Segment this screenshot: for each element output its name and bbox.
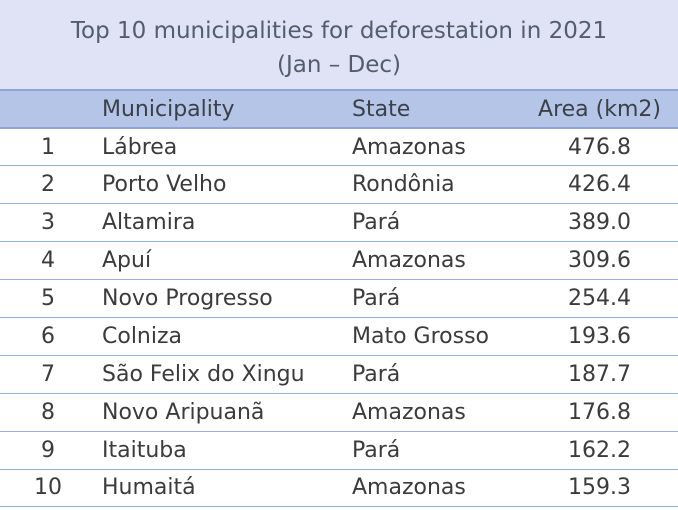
table-row: 3 Altamira Pará 389.0 — [0, 203, 678, 243]
area-cell: 309.6 — [521, 241, 678, 281]
table-row: 9 Itaituba Pará 162.2 — [0, 431, 678, 470]
rank-cell: 4 — [0, 241, 96, 281]
state-cell: Mato Grosso — [346, 317, 521, 356]
municipality-cell: Novo Aripuanã — [96, 393, 346, 432]
header-rank — [0, 89, 96, 129]
rank-cell: 10 — [0, 469, 96, 508]
area-cell: 476.8 — [521, 128, 678, 167]
rank-cell: 8 — [0, 393, 96, 432]
header-municipality: Municipality — [96, 89, 346, 129]
state-cell: Amazonas — [346, 128, 521, 167]
rank-cell: 1 — [0, 128, 96, 167]
area-cell: 162.2 — [521, 431, 678, 470]
state-cell: Pará — [346, 431, 521, 470]
municipality-cell: Humaitá — [96, 469, 346, 508]
state-cell: Amazonas — [346, 393, 521, 432]
rank-cell: 5 — [0, 279, 96, 318]
header-state: State — [346, 89, 521, 129]
state-cell: Rondônia — [346, 165, 521, 205]
state-cell: Amazonas — [346, 241, 521, 281]
table-title: Top 10 municipalities for deforestation … — [0, 0, 678, 89]
rank-cell: 2 — [0, 165, 96, 205]
area-cell: 426.4 — [521, 165, 678, 205]
state-cell: Pará — [346, 203, 521, 243]
table-row: 10 Humaitá Amazonas 159.3 — [0, 469, 678, 508]
municipality-cell: Altamira — [96, 203, 346, 243]
rank-cell: 7 — [0, 355, 96, 394]
municipality-cell: Porto Velho — [96, 165, 346, 205]
municipality-table: Municipality State Area (km2) 1 Lábrea Ama… — [0, 89, 678, 508]
table-row: 5 Novo Progresso Pará 254.4 — [0, 279, 678, 318]
table-row: 1 Lábrea Amazonas 476.8 — [0, 128, 678, 167]
municipality-cell: Colniza — [96, 317, 346, 356]
state-cell: Pará — [346, 355, 521, 394]
title-line-1: Top 10 municipalities for deforestation … — [70, 18, 608, 44]
rank-cell: 6 — [0, 317, 96, 356]
rank-cell: 9 — [0, 431, 96, 470]
header-row: Municipality State Area (km2) — [0, 89, 678, 129]
table-row: 8 Novo Aripuanã Amazonas 176.8 — [0, 393, 678, 432]
table-row: 4 Apuí Amazonas 309.6 — [0, 241, 678, 281]
area-cell: 176.8 — [521, 393, 678, 432]
title-line-2: (Jan – Dec) — [276, 52, 402, 78]
state-cell: Amazonas — [346, 469, 521, 508]
area-cell: 254.4 — [521, 279, 678, 318]
table-row: 2 Porto Velho Rondônia 426.4 — [0, 165, 678, 205]
state-cell: Pará — [346, 279, 521, 318]
municipality-cell: Novo Progresso — [96, 279, 346, 318]
municipality-cell: Itaituba — [96, 431, 346, 470]
rank-cell: 3 — [0, 203, 96, 243]
table-row: 7 São Felix do Xingu Pará 187.7 — [0, 355, 678, 394]
municipality-cell: São Felix do Xingu — [96, 355, 346, 394]
header-area: Area (km2) — [521, 89, 678, 129]
municipality-cell: Lábrea — [96, 128, 346, 167]
municipality-cell: Apuí — [96, 241, 346, 281]
table-row: 6 Colniza Mato Grosso 193.6 — [0, 317, 678, 356]
area-cell: 159.3 — [521, 469, 678, 508]
area-cell: 193.6 — [521, 317, 678, 356]
area-cell: 187.7 — [521, 355, 678, 394]
area-cell: 389.0 — [521, 203, 678, 243]
